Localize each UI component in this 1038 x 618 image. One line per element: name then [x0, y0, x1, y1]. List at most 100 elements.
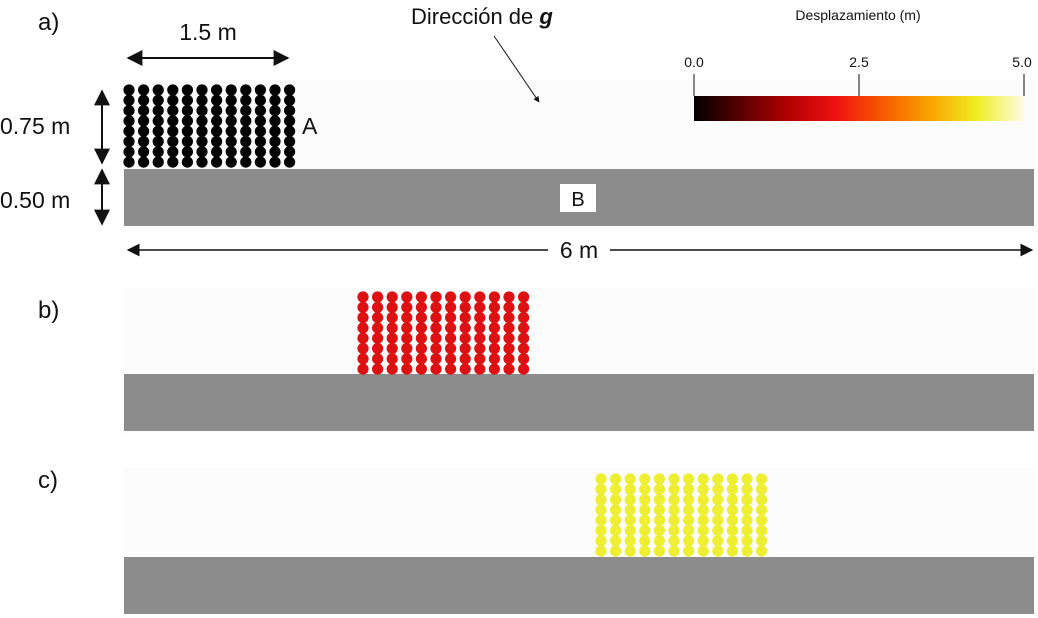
- particle: [488, 363, 500, 375]
- particle: [488, 332, 500, 344]
- particle: [225, 135, 237, 148]
- particle: [225, 84, 237, 96]
- particle: [254, 105, 266, 117]
- particle: [415, 291, 427, 303]
- particle: [624, 545, 636, 557]
- particle: [196, 146, 208, 158]
- particle: [741, 483, 753, 495]
- particle: [653, 494, 666, 506]
- particle: [401, 353, 413, 365]
- particle: [445, 301, 457, 313]
- particle: [503, 353, 515, 365]
- particle: [610, 473, 622, 485]
- particle: [595, 494, 607, 506]
- particle: [372, 342, 384, 355]
- particle: [240, 115, 252, 127]
- slab-c: [124, 557, 1034, 614]
- particle: [459, 301, 471, 313]
- particle: [357, 363, 369, 375]
- particle: [474, 363, 486, 375]
- particle: [138, 84, 150, 96]
- particle: [138, 156, 150, 168]
- particle: [152, 156, 164, 168]
- particle: [712, 545, 724, 557]
- particle: [284, 156, 296, 168]
- particle: [726, 504, 739, 516]
- particle: [167, 84, 179, 96]
- particle: [488, 342, 500, 355]
- particle: [459, 363, 471, 375]
- particle: [653, 524, 666, 537]
- particle: [430, 312, 442, 324]
- particle: [430, 291, 442, 303]
- particle: [712, 504, 724, 516]
- particle: [386, 353, 398, 365]
- particle: [386, 363, 398, 375]
- particle: [138, 135, 150, 148]
- particle: [357, 353, 369, 365]
- particle: [167, 156, 179, 168]
- particle: [415, 332, 427, 344]
- particle: [726, 473, 739, 485]
- panel-label-c: c): [38, 467, 58, 494]
- particle: [726, 494, 739, 506]
- particle: [756, 535, 768, 547]
- colorbar-tick-2: 5.0: [1012, 54, 1032, 70]
- particle: [639, 514, 651, 526]
- particle: [624, 483, 636, 495]
- particle: [386, 332, 398, 344]
- particle: [624, 494, 636, 506]
- particle: [211, 105, 223, 117]
- particle: [196, 135, 208, 148]
- particle: [254, 94, 266, 106]
- particle: [503, 342, 515, 355]
- particle: [653, 535, 666, 547]
- particle: [474, 332, 486, 344]
- particle: [712, 473, 724, 485]
- particle: [639, 483, 651, 495]
- particle: [240, 156, 252, 168]
- particle: [386, 312, 398, 324]
- particle: [741, 494, 753, 506]
- particle: [503, 322, 515, 334]
- particle: [269, 94, 281, 106]
- particle: [610, 494, 622, 506]
- particle: [595, 524, 607, 537]
- particle: [610, 514, 622, 526]
- particle: [181, 156, 193, 168]
- particle: [225, 156, 237, 168]
- particle: [518, 332, 530, 344]
- particle: [138, 115, 150, 127]
- particle: [518, 363, 530, 375]
- colorbar: [694, 96, 1024, 121]
- particle: [152, 125, 164, 137]
- particle: [430, 342, 442, 355]
- particle: [726, 483, 739, 495]
- particle: [401, 363, 413, 375]
- particle: [459, 291, 471, 303]
- particle: [610, 535, 622, 547]
- particle: [653, 483, 666, 495]
- particle: [152, 105, 164, 117]
- particle: [225, 94, 237, 106]
- particle: [445, 353, 457, 365]
- particle: [726, 514, 739, 526]
- particle: [459, 353, 471, 365]
- particle: [269, 84, 281, 96]
- particle: [211, 146, 223, 158]
- particle: [167, 105, 179, 117]
- width-dimension-label: 1.5 m: [179, 19, 237, 45]
- particle: [225, 115, 237, 127]
- particle: [181, 125, 193, 137]
- particle: [211, 84, 223, 96]
- particle: [474, 312, 486, 324]
- particle: [284, 84, 296, 96]
- particle: [284, 125, 296, 137]
- particle: [488, 312, 500, 324]
- particle: [445, 332, 457, 344]
- particle: [756, 545, 768, 557]
- particle: [503, 301, 515, 313]
- gravity-direction-label: Dirección de g: [411, 4, 553, 29]
- particle: [181, 105, 193, 117]
